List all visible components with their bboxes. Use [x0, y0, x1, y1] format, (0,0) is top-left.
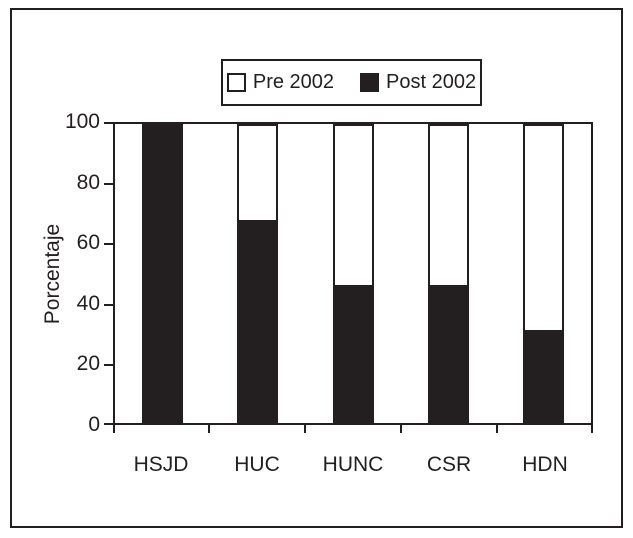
- bar-fill-post-2002-HUNC: [334, 285, 372, 421]
- y-axis-tick: [104, 303, 113, 306]
- bar-HUNC: [332, 124, 374, 423]
- x-tick-label-HSJD: HSJD: [133, 453, 189, 476]
- legend-item-post-2002: Post 2002: [360, 71, 476, 94]
- bar-fill-post-2002-CSR: [429, 285, 467, 421]
- x-axis-tick: [591, 425, 593, 433]
- x-axis-tick: [304, 425, 306, 433]
- post-2002-swatch-icon: [360, 73, 380, 92]
- bar-CSR: [427, 124, 469, 423]
- pre-2002-swatch-icon: [226, 73, 246, 92]
- bar-HUC: [237, 124, 279, 423]
- bar-HDN: [522, 124, 564, 423]
- bar-fill-post-2002-HSJD: [144, 126, 182, 421]
- plot-area: [113, 122, 593, 425]
- y-axis-tick: [104, 364, 113, 367]
- x-axis-tick: [113, 425, 115, 433]
- bar-HSJD: [142, 124, 184, 423]
- legend-label-pre-2002: Pre 2002: [252, 71, 335, 93]
- x-axis-tick: [208, 425, 210, 433]
- bar-fill-post-2002-HDN: [524, 329, 562, 421]
- y-axis-tick: [104, 243, 113, 246]
- legend: Pre 2002 Post 2002: [221, 59, 482, 106]
- x-tick-label-HDN: HDN: [522, 453, 568, 476]
- legend-label-post-2002: Post 2002: [386, 71, 477, 93]
- y-tick-label-20: 20: [76, 352, 100, 376]
- y-axis-tick: [104, 182, 113, 185]
- legend-item-pre-2002: Pre 2002: [226, 71, 335, 94]
- x-axis-tick: [400, 425, 402, 433]
- x-tick-label-HUC: HUC: [234, 453, 280, 476]
- y-axis-tick: [104, 423, 113, 425]
- y-tick-label-40: 40: [76, 291, 100, 315]
- y-tick-label-60: 60: [76, 231, 100, 255]
- x-axis-tick: [496, 425, 498, 433]
- bar-fill-post-2002-HUC: [239, 220, 277, 421]
- y-tick-label-100: 100: [64, 110, 100, 133]
- y-tick-label-80: 80: [76, 170, 100, 194]
- x-tick-label-CSR: CSR: [426, 453, 472, 476]
- y-tick-label-0: 0: [88, 413, 100, 436]
- y-axis-tick: [104, 122, 113, 124]
- x-tick-label-HUNC: HUNC: [322, 453, 384, 476]
